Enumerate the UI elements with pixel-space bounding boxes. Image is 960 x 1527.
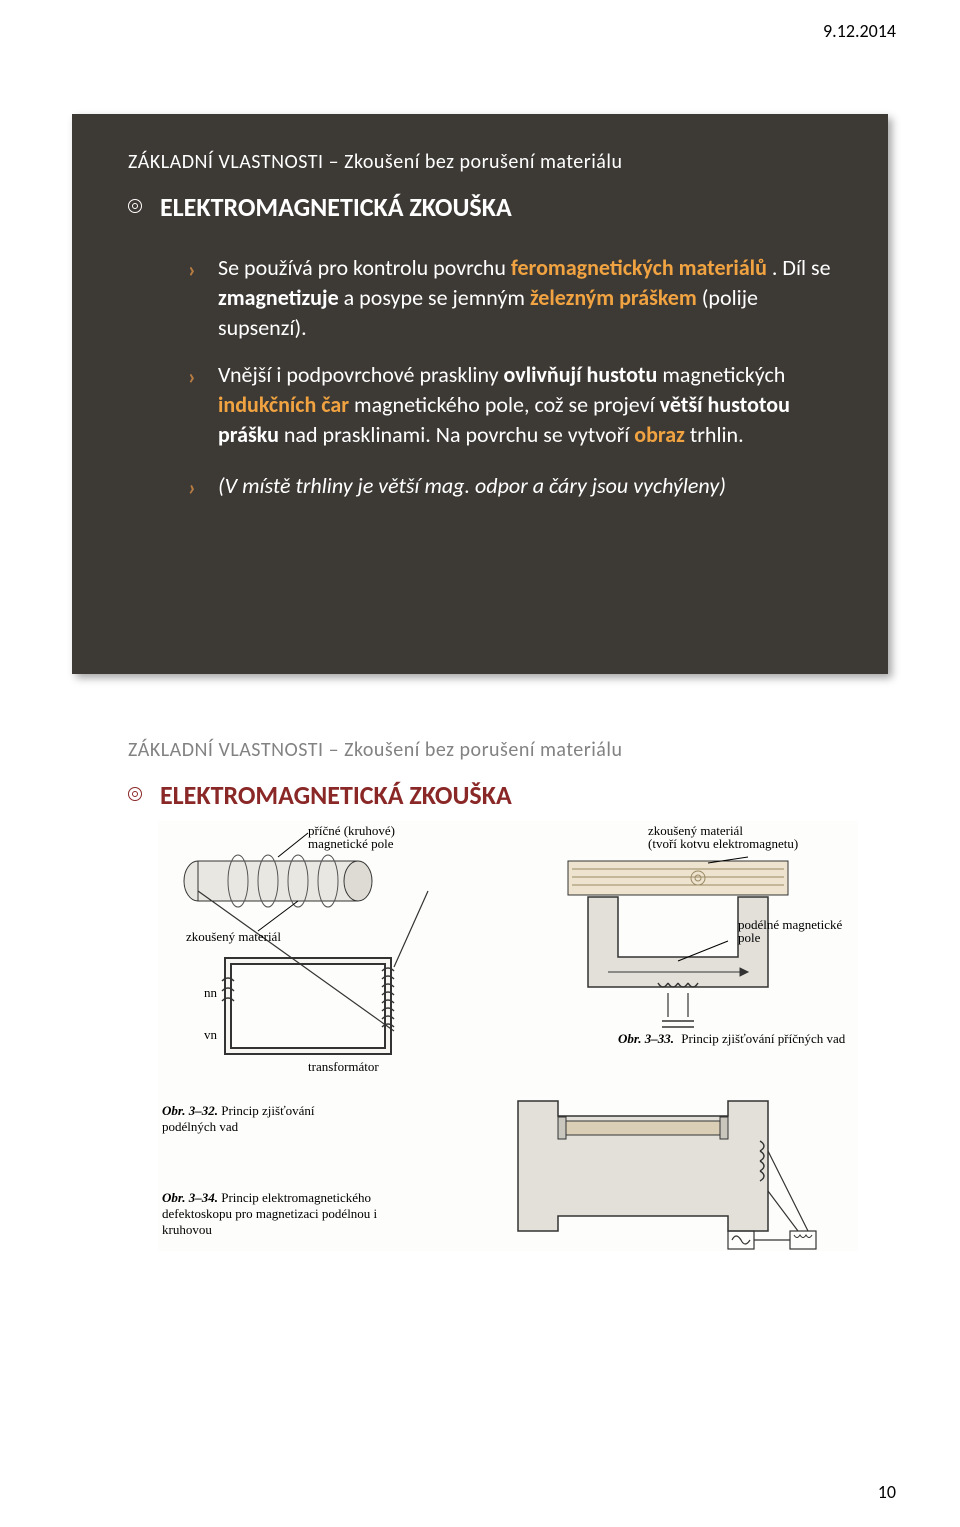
slide1-title: ELEKTROMAGNETICKÁ ZKOUŠKA — [160, 192, 512, 223]
svg-text:(tvoří kotvu elektromagnetu): (tvoří kotvu elektromagnetu) — [648, 836, 798, 851]
slide2-title: ELEKTROMAGNETICKÁ ZKOUŠKA — [160, 780, 512, 811]
slide2-title-row: ELEKTROMAGNETICKÁ ZKOUŠKA — [128, 780, 840, 811]
slide1-bullets: › Se používá pro kontrolu povrchu feroma… — [188, 253, 840, 503]
slide2-breadcrumb: ZÁKLADNÍ VLASTNOSTI – Zkoušení bez poruš… — [128, 738, 840, 762]
slide-2: ZÁKLADNÍ VLASTNOSTI – Zkoušení bez poruš… — [72, 714, 888, 1258]
target-bullet-icon — [128, 787, 142, 801]
page: 9.12.2014 10 ZÁKLADNÍ VLASTNOSTI – Zkouš… — [0, 0, 960, 1527]
slide-1: ZÁKLADNÍ VLASTNOSTI – Zkoušení bez poruš… — [72, 114, 888, 674]
svg-text:pole: pole — [738, 930, 761, 945]
svg-text:transformátor: transformátor — [308, 1059, 379, 1074]
bullet-3-text: (V místě trhliny je větší mag. odpor a č… — [218, 471, 726, 501]
page-number: 10 — [878, 1481, 896, 1503]
target-bullet-icon — [128, 199, 142, 213]
svg-text:nn: nn — [204, 985, 218, 1000]
svg-text:Obr. 3–33. Princip z: Obr. 3–33. Princip zjišťování příčných v… — [618, 1031, 846, 1046]
svg-text:magnetické pole: magnetické pole — [308, 836, 394, 851]
slide1-breadcrumb: ZÁKLADNÍ VLASTNOSTI – Zkoušení bez poruš… — [128, 150, 840, 174]
slide1-title-row: ELEKTROMAGNETICKÁ ZKOUŠKA — [128, 192, 840, 223]
date: 9.12.2014 — [823, 20, 896, 42]
diagram-block: příčné (kruhové) magnetické pole zkoušen… — [158, 821, 858, 1238]
svg-text:vn: vn — [204, 1027, 218, 1042]
chevron-icon: › — [188, 255, 204, 285]
bullet-3: › (V místě trhliny je větší mag. odpor a… — [188, 471, 840, 503]
diagrams-svg: příčné (kruhové) magnetické pole zkoušen… — [158, 821, 858, 1251]
bullet-2-text: Vnější i podpovrchové praskliny ovlivňuj… — [218, 360, 840, 449]
bullet-1: › Se používá pro kontrolu povrchu feroma… — [188, 253, 840, 342]
bullet-1-text: Se používá pro kontrolu povrchu feromagn… — [218, 253, 840, 342]
svg-text:zkoušený materiál: zkoušený materiál — [186, 929, 281, 944]
chevron-icon: › — [188, 362, 204, 392]
bullet-2: › Vnější i podpovrchové praskliny ovlivň… — [188, 360, 840, 449]
chevron-icon: › — [188, 473, 204, 503]
